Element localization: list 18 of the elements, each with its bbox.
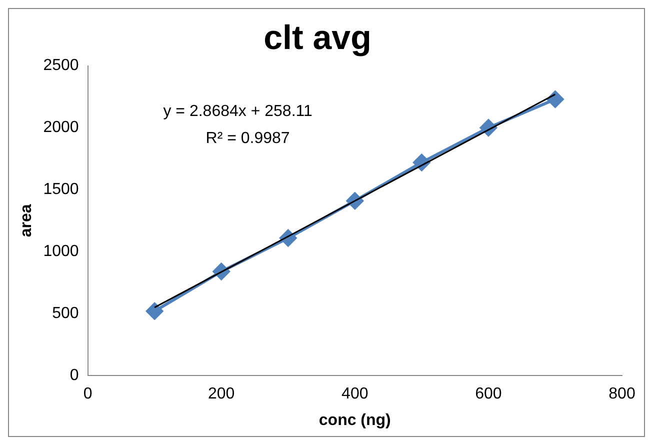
y-tick-label: 0 bbox=[70, 367, 79, 384]
y-axis-title: area bbox=[18, 204, 36, 238]
annotation: y = 2.8684x + 258.11 bbox=[163, 102, 312, 120]
y-tick-label: 1500 bbox=[43, 181, 79, 198]
x-tick-label: 800 bbox=[608, 386, 636, 403]
x-axis-title: conc (ng) bbox=[318, 412, 391, 429]
x-tick-label: 200 bbox=[208, 386, 235, 403]
y-tick-label: 500 bbox=[52, 305, 79, 322]
point bbox=[546, 90, 564, 108]
x-tick-label: 600 bbox=[475, 386, 502, 403]
y-tick-label: 2500 bbox=[43, 57, 79, 74]
x-tick-label: 0 bbox=[83, 386, 92, 403]
y-tick-label: 2000 bbox=[43, 119, 79, 136]
annotation: R² = 0.9987 bbox=[206, 130, 290, 147]
chart-title: clt avg bbox=[264, 18, 372, 57]
y-tick-label: 1000 bbox=[43, 243, 79, 260]
point bbox=[146, 302, 164, 320]
x-tick-label: 400 bbox=[342, 386, 368, 403]
